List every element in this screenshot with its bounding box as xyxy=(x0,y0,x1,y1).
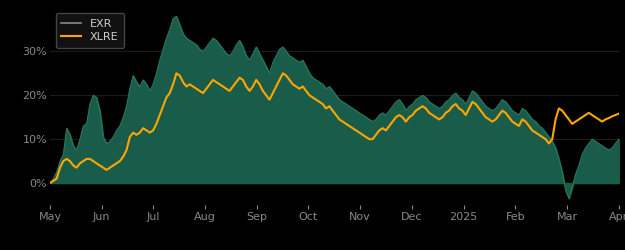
Legend: EXR, XLRE: EXR, XLRE xyxy=(56,13,124,48)
